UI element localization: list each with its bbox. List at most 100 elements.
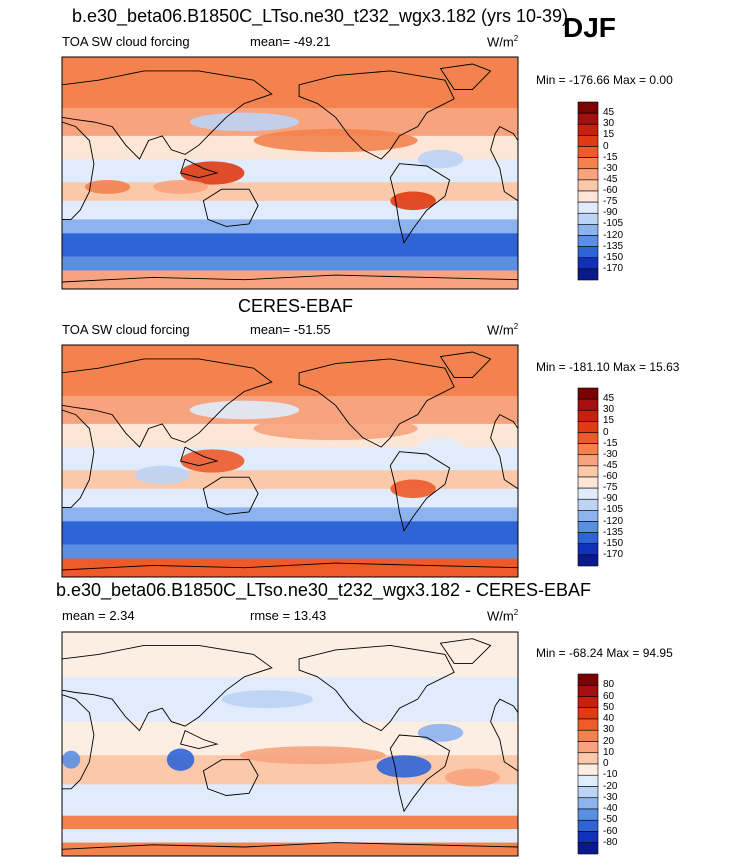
field-feature xyxy=(445,768,500,787)
field-band xyxy=(62,521,518,546)
colorbar-swatch xyxy=(577,112,599,125)
colorbar-swatch xyxy=(577,224,599,236)
colorbar-tick-label: -170 xyxy=(603,262,624,274)
coastline-africa xyxy=(62,409,95,508)
colorbar-swatch xyxy=(577,842,599,855)
colorbar-swatch xyxy=(577,786,599,799)
colorbar-swatch xyxy=(577,235,599,247)
field-band xyxy=(62,447,518,471)
coastline-antarctica xyxy=(62,274,518,289)
colorbar-tick-label: 15 xyxy=(603,415,615,427)
colorbar-swatch xyxy=(577,157,599,170)
colorbar-swatch xyxy=(577,387,599,400)
colorbar-swatch xyxy=(577,684,599,697)
field-band xyxy=(62,544,518,559)
colorbar-swatch xyxy=(577,179,599,192)
colorbar-tick-label: 50 xyxy=(603,701,615,713)
colorbar-swatch xyxy=(577,554,599,567)
field-feature xyxy=(253,128,418,153)
coastline-n-america xyxy=(298,70,455,160)
colorbar-tick-label: -170 xyxy=(603,548,624,560)
colorbar-tick-label: 0 xyxy=(603,140,609,152)
panel-2-mean-label: mean= -51.55 xyxy=(250,322,331,337)
colorbar-tick-label: -135 xyxy=(603,240,624,252)
panel-2-variable-label: TOA SW cloud forcing xyxy=(62,322,190,337)
colorbar-tick-label: 20 xyxy=(603,735,615,747)
colorbar-tick-label: -120 xyxy=(603,515,624,527)
coastline-africa-east xyxy=(490,126,518,202)
field-band xyxy=(62,233,518,258)
colorbar-swatch xyxy=(577,421,599,433)
panel-3-mean-label: mean = 2.34 xyxy=(62,608,135,623)
colorbar-swatch xyxy=(577,409,599,422)
colorbar-swatch xyxy=(577,146,599,158)
colorbar-tick-label: 80 xyxy=(603,679,615,691)
colorbar-swatch xyxy=(577,201,599,214)
map-field-1 xyxy=(62,57,518,289)
colorbar-tick-label: -45 xyxy=(603,173,618,185)
colorbar-tick-label: -15 xyxy=(603,151,618,163)
field-band xyxy=(62,470,518,490)
panel-1-mean-label: mean= -49.21 xyxy=(250,34,331,49)
field-band xyxy=(62,200,518,220)
field-band xyxy=(62,182,518,202)
field-feature xyxy=(253,416,418,441)
colorbar-tick-label: 0 xyxy=(603,426,609,438)
colorbar-swatch xyxy=(577,718,599,731)
colorbar-1 xyxy=(577,101,599,281)
colorbar-swatch xyxy=(577,246,599,259)
colorbar-swatch xyxy=(577,831,599,844)
colorbar-swatch xyxy=(577,808,599,821)
colorbar-tick-label: -20 xyxy=(603,780,618,792)
colorbar-tick-label: -75 xyxy=(603,482,618,494)
coastline-se-asia xyxy=(180,446,219,467)
coastline-n-america xyxy=(298,358,455,448)
colorbar-tick-label: -150 xyxy=(603,251,624,263)
field-band xyxy=(62,815,518,830)
field-feature xyxy=(134,465,190,485)
colorbar-tick-label: -80 xyxy=(603,836,618,848)
colorbar-tick-label: -40 xyxy=(603,803,618,814)
coastline-australia xyxy=(202,188,259,227)
panel-3-minmax: Min = -68.24 Max = 94.95 xyxy=(536,646,673,660)
colorbar-swatch xyxy=(577,532,599,545)
colorbar-tick-label: -30 xyxy=(603,162,618,174)
colorbar-swatch xyxy=(577,543,599,556)
field-feature xyxy=(390,479,436,499)
colorbar-tick-label: -120 xyxy=(603,229,624,241)
field-band xyxy=(62,558,518,577)
coastline-australia xyxy=(202,476,259,515)
colorbar-swatch xyxy=(577,268,599,281)
colorbar-swatch xyxy=(577,510,599,522)
panel-2-minmax: Min = -181.10 Max = 15.63 xyxy=(536,360,680,374)
colorbar-tick-label: -60 xyxy=(603,185,618,196)
colorbar-swatch xyxy=(577,673,599,686)
map-frame xyxy=(61,344,519,578)
colorbar-tick-label: 30 xyxy=(603,118,615,130)
field-feature xyxy=(221,690,313,709)
field-band xyxy=(62,829,518,844)
coastline-africa xyxy=(62,694,95,790)
coastline-eurasia xyxy=(62,644,273,732)
panel-3-units: W/m2 xyxy=(487,608,519,624)
colorbar-swatch xyxy=(577,257,599,270)
colorbar-swatch xyxy=(577,752,599,765)
coastline-greenland xyxy=(439,63,492,90)
panel-2-units: W/m2 xyxy=(487,322,519,338)
field-feature xyxy=(189,112,300,132)
colorbar-tick-label: -50 xyxy=(603,814,618,826)
colorbar-tick-label: -90 xyxy=(603,207,618,219)
coastline-eurasia xyxy=(62,358,273,448)
coastline-africa-east xyxy=(490,698,518,772)
colorbar-tick-label: -105 xyxy=(603,218,624,230)
map-panel-3 xyxy=(61,631,519,857)
coastline-greenland xyxy=(439,351,492,378)
coastline-s-america xyxy=(389,734,451,813)
field-feature xyxy=(239,746,386,765)
field-feature xyxy=(62,750,81,769)
coastline-africa-east xyxy=(490,414,518,490)
field-band xyxy=(62,159,518,183)
colorbar-tick-label: 30 xyxy=(603,724,615,736)
colorbar-tick-label: -90 xyxy=(603,493,618,505)
